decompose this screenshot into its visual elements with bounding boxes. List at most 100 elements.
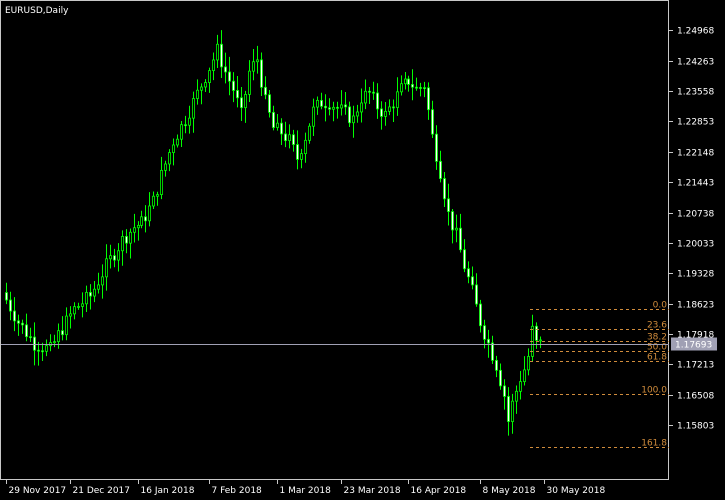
fib-level-label: 0.0 bbox=[653, 301, 668, 311]
candle-body bbox=[93, 288, 96, 297]
candle-body bbox=[228, 71, 231, 82]
fib-level-label: 100.0 bbox=[641, 386, 667, 396]
candle-body bbox=[515, 390, 518, 402]
candle-body bbox=[204, 82, 207, 88]
price-tick-label: 1.19328 bbox=[677, 270, 714, 280]
candle-body bbox=[105, 258, 108, 278]
time-tick-label: 16 Apr 2018 bbox=[411, 486, 467, 496]
candle-body bbox=[288, 134, 291, 142]
price-tick-label: 1.22853 bbox=[677, 118, 714, 128]
candle-body bbox=[400, 83, 403, 93]
candle-body bbox=[89, 291, 92, 297]
candle-body bbox=[156, 194, 159, 197]
current-price-label: 1.17693 bbox=[675, 341, 712, 351]
time-tick-label: 16 Jan 2018 bbox=[141, 486, 195, 496]
candle-body bbox=[328, 107, 331, 110]
candle-body bbox=[423, 87, 426, 89]
price-tick-label: 1.24968 bbox=[677, 27, 714, 37]
candle-body bbox=[252, 61, 255, 72]
candle-body bbox=[224, 66, 227, 73]
candle-body bbox=[101, 276, 104, 286]
candle-body bbox=[388, 106, 391, 112]
chart-border bbox=[0, 0, 669, 480]
fibonacci-group: 0.0 23.6 38.250.061.8 100.0 161.8 bbox=[530, 301, 669, 449]
candle-body bbox=[411, 84, 414, 88]
fib-level-label: 38.2 bbox=[647, 333, 667, 343]
candle-body bbox=[332, 106, 335, 110]
chart-title: EURUSD,Daily bbox=[5, 6, 69, 16]
candle-body bbox=[129, 231, 132, 244]
price-tick-label: 1.22148 bbox=[677, 149, 714, 159]
candle-body bbox=[396, 91, 399, 108]
candle-body bbox=[511, 400, 514, 422]
candle-body bbox=[144, 216, 147, 222]
candle-body bbox=[404, 78, 407, 85]
candle-body bbox=[53, 341, 56, 344]
time-tick-label: 29 Nov 2017 bbox=[9, 486, 67, 496]
candle-body bbox=[523, 369, 526, 382]
candle-body bbox=[316, 99, 319, 108]
time-tick-label: 21 Dec 2017 bbox=[73, 486, 131, 496]
candle-body bbox=[384, 110, 387, 117]
candle-body bbox=[121, 236, 124, 252]
candle-body bbox=[220, 43, 223, 68]
candle-body bbox=[45, 345, 48, 352]
price-tick-label: 1.24263 bbox=[677, 58, 714, 68]
fib-level-label: 50.0 bbox=[647, 343, 667, 353]
price-tick-label: 1.21443 bbox=[677, 179, 714, 189]
candle-body bbox=[164, 163, 167, 171]
candle-body bbox=[109, 255, 112, 260]
candle-body bbox=[356, 111, 359, 117]
candle-body bbox=[471, 276, 474, 286]
candle-body bbox=[192, 98, 195, 119]
candle-body bbox=[41, 350, 44, 353]
price-tick-label: 1.15803 bbox=[677, 422, 714, 432]
candle-body bbox=[372, 91, 375, 94]
candle-body bbox=[479, 303, 482, 327]
candle-body bbox=[503, 385, 506, 397]
candle-body bbox=[137, 224, 140, 229]
candle-body bbox=[37, 349, 40, 352]
candle-body bbox=[435, 133, 438, 162]
candle-body bbox=[491, 342, 494, 361]
candle-body bbox=[244, 94, 247, 109]
candle-body bbox=[368, 90, 371, 93]
candle-body bbox=[280, 122, 283, 135]
candle-body bbox=[324, 105, 327, 109]
candle-body bbox=[236, 90, 239, 99]
candle-body bbox=[539, 339, 542, 342]
candle-body bbox=[196, 89, 199, 99]
candle-body bbox=[427, 87, 430, 111]
candle-body bbox=[9, 299, 12, 312]
candle-body bbox=[160, 169, 163, 196]
candle-body bbox=[487, 338, 490, 344]
candle-body bbox=[97, 284, 100, 290]
candle-body bbox=[65, 315, 68, 336]
candle-body bbox=[352, 115, 355, 124]
current-price-badge bbox=[671, 337, 717, 351]
candle-body bbox=[415, 86, 418, 89]
candle-body bbox=[152, 195, 155, 207]
candle-body bbox=[240, 97, 243, 109]
candle-body bbox=[33, 336, 36, 351]
candle-body bbox=[364, 90, 367, 104]
candle-body bbox=[268, 94, 271, 113]
candle-body bbox=[188, 117, 191, 126]
candle-body bbox=[113, 255, 116, 261]
candle-body bbox=[392, 106, 395, 109]
candle-body bbox=[475, 284, 478, 305]
candle-body bbox=[176, 138, 179, 146]
candle-body bbox=[212, 59, 215, 72]
candle-body bbox=[29, 336, 32, 339]
candle-body bbox=[216, 43, 219, 61]
candle-body bbox=[208, 70, 211, 83]
candle-body bbox=[172, 144, 175, 153]
candle-body bbox=[73, 306, 76, 315]
candle-body bbox=[340, 104, 343, 109]
fib-level-label: 61.8 bbox=[647, 353, 667, 363]
candle-body bbox=[13, 310, 16, 322]
candle-body bbox=[344, 104, 347, 108]
candle-body bbox=[467, 268, 470, 278]
candle-body bbox=[17, 320, 20, 324]
